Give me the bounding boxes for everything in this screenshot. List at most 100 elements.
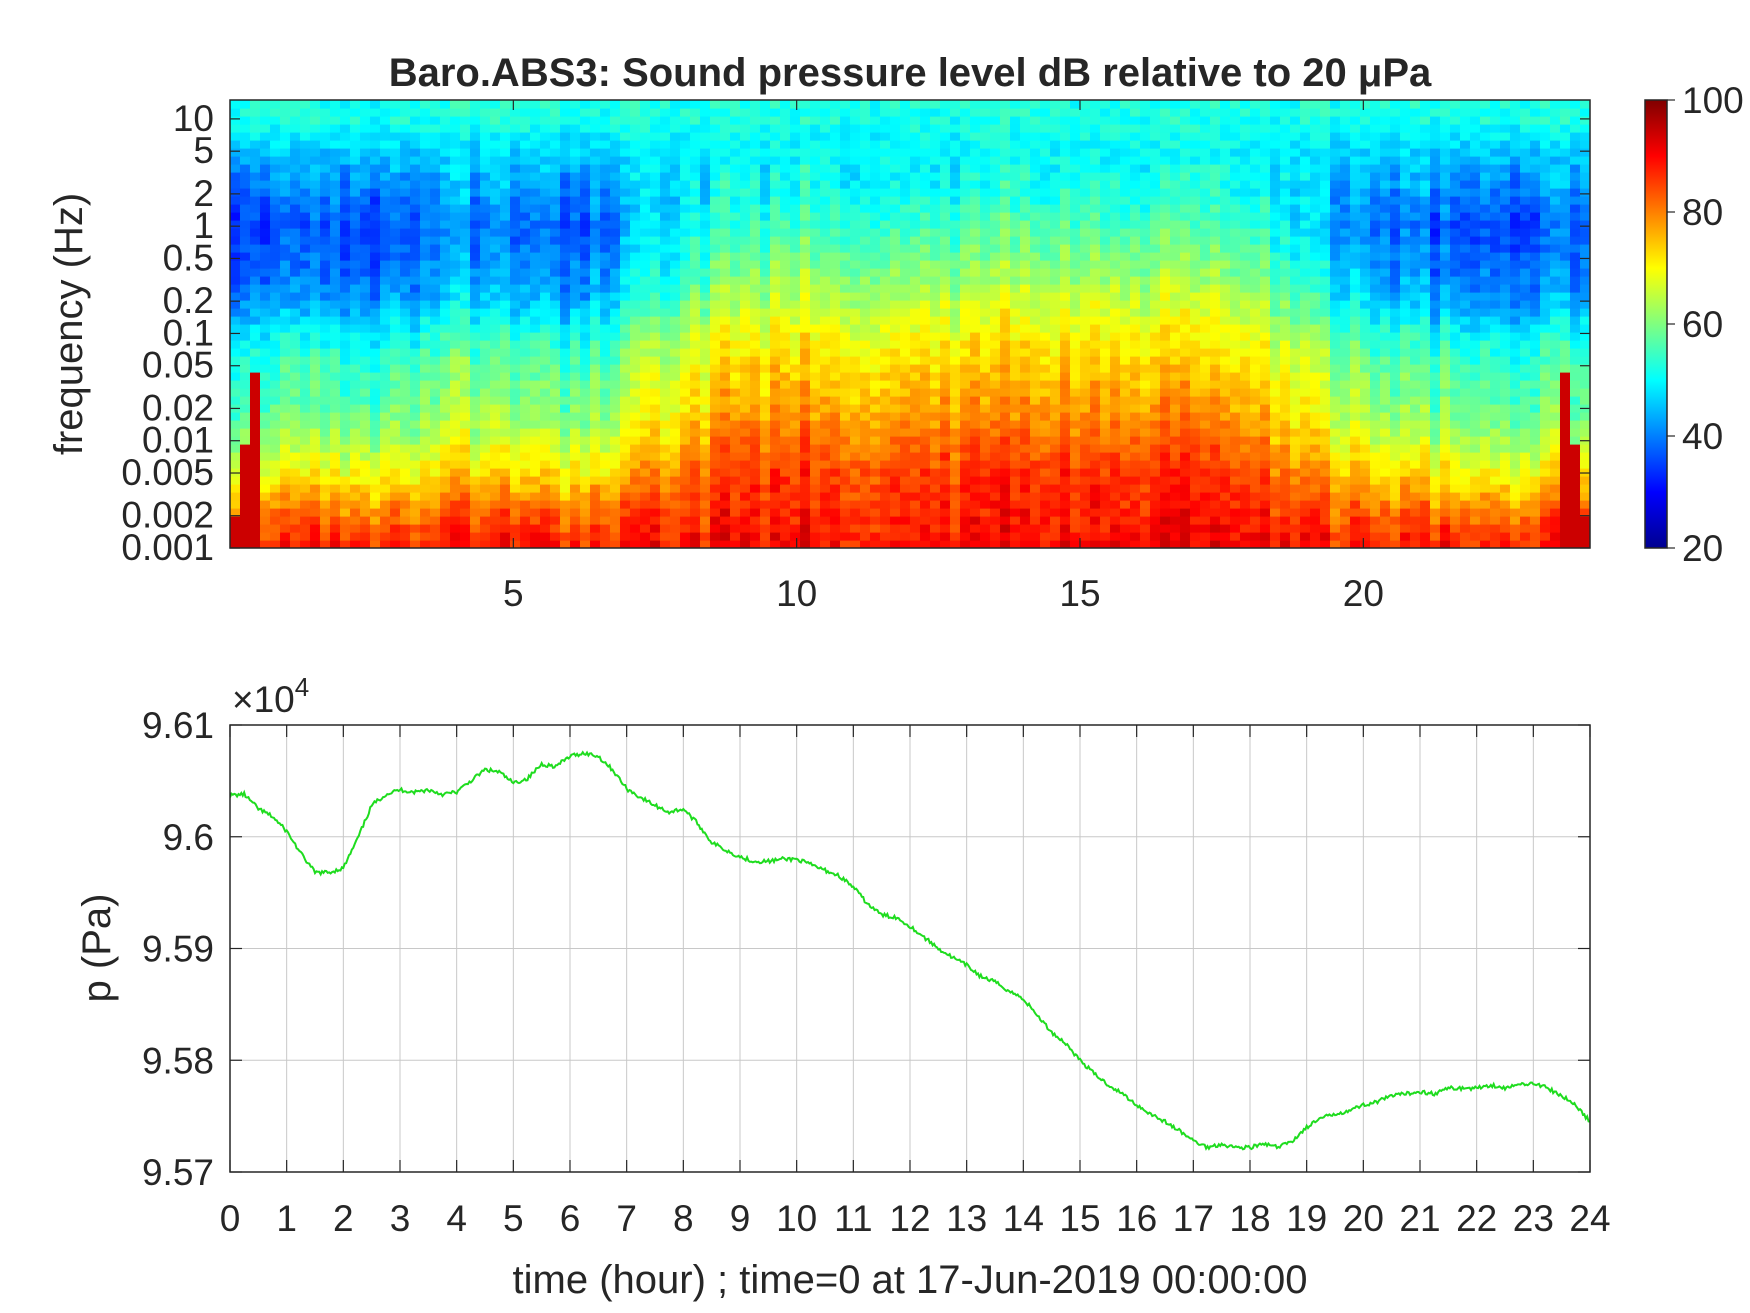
heatmap-cell [1020, 124, 1031, 133]
heatmap-cell [640, 476, 651, 485]
heatmap-cell [340, 300, 351, 309]
heatmap-cell [990, 148, 1001, 157]
heatmap-cell [360, 444, 371, 453]
heatmap-cell [1050, 492, 1061, 501]
heatmap-cell [570, 236, 581, 245]
heatmap-cell [840, 228, 851, 237]
heatmap-cell [360, 116, 371, 125]
heatmap-cell [790, 340, 801, 349]
heatmap-cell [480, 132, 491, 141]
heatmap-cell [660, 404, 671, 413]
heatmap-cell [730, 148, 741, 157]
heatmap-cell [590, 188, 601, 197]
heatmap-cell [840, 452, 851, 461]
heatmap-cell [920, 188, 931, 197]
heatmap-cell [720, 508, 731, 517]
heatmap-cell [230, 348, 241, 357]
heatmap-cell [560, 524, 571, 533]
heatmap-cell [620, 196, 631, 205]
heatmap-cell [990, 340, 1001, 349]
heatmap-cell [520, 212, 531, 221]
heatmap-cell [310, 348, 321, 357]
heatmap-cell [690, 116, 701, 125]
heatmap-cell [490, 372, 501, 381]
heatmap-cell [900, 220, 911, 229]
heatmap-cell [940, 412, 951, 421]
heatmap-cell [520, 316, 531, 325]
heatmap-cell [870, 300, 881, 309]
heatmap-cell [510, 164, 521, 173]
heatmap-cell [640, 108, 651, 117]
heatmap-cell [810, 124, 821, 133]
heatmap-cell [750, 164, 761, 173]
heatmap-cell [1040, 220, 1051, 229]
heatmap-cell [310, 452, 321, 461]
heatmap-cell [710, 396, 721, 405]
heatmap-cell [650, 204, 661, 213]
heatmap-cell [780, 516, 791, 525]
heatmap-cell [470, 324, 481, 333]
heatmap-cell [740, 260, 751, 269]
heatmap-cell [1040, 260, 1051, 269]
heatmap-cell [540, 108, 551, 117]
heatmap-cell [350, 236, 361, 245]
heatmap-cell [530, 468, 541, 477]
heatmap-cell [520, 108, 531, 117]
heatmap-cell [630, 316, 641, 325]
heatmap-cell [350, 404, 361, 413]
heatmap-cell [1100, 124, 1111, 133]
heatmap-cell [1030, 516, 1041, 525]
heatmap-cell [400, 484, 411, 493]
heatmap-cell [890, 388, 901, 397]
heatmap-cell [530, 260, 541, 269]
heatmap-cell [700, 372, 711, 381]
heatmap-cell [1060, 132, 1071, 141]
heatmap-cell [980, 172, 991, 181]
heatmap-cell [540, 172, 551, 181]
heatmap-cell [710, 188, 721, 197]
heatmap-cell [410, 236, 421, 245]
heatmap-cell [290, 180, 301, 189]
heatmap-cell [980, 108, 991, 117]
heatmap-cell [550, 404, 561, 413]
heatmap-cell [960, 132, 971, 141]
heatmap-cell [470, 260, 481, 269]
heatmap-cell [970, 260, 981, 269]
heatmap-cell [740, 412, 751, 421]
heatmap-cell [590, 348, 601, 357]
heatmap-cell [320, 148, 331, 157]
heatmap-cell [1040, 228, 1051, 237]
heatmap-cell [830, 436, 841, 445]
heatmap-cell [1040, 452, 1051, 461]
heatmap-cell [240, 508, 251, 517]
heatmap-cell [480, 108, 491, 117]
heatmap-cell [880, 492, 891, 501]
heatmap-cell [260, 100, 271, 109]
heatmap-cell [500, 404, 511, 413]
heatmap-cell [900, 300, 911, 309]
heatmap-cell [320, 236, 331, 245]
heatmap-cell [1000, 348, 1011, 357]
heatmap-cell [300, 124, 311, 133]
heatmap-cell [960, 452, 971, 461]
heatmap-cell [440, 100, 451, 109]
heatmap-cell [540, 244, 551, 253]
heatmap-cell [910, 500, 921, 509]
heatmap-cell [900, 244, 911, 253]
heatmap-cell [910, 364, 921, 373]
heatmap-cell [360, 140, 371, 149]
heatmap-cell [570, 180, 581, 189]
heatmap-cell [680, 460, 691, 469]
heatmap-cell [280, 268, 291, 277]
heatmap-cell [1020, 236, 1031, 245]
heatmap-cell [310, 172, 321, 181]
heatmap-cell [800, 484, 811, 493]
heatmap-cell [430, 404, 441, 413]
heatmap-cell [990, 124, 1001, 133]
heatmap-cell [680, 108, 691, 117]
heatmap-cell [480, 540, 491, 548]
heatmap-cell [1060, 236, 1071, 245]
heatmap-cell [930, 252, 941, 261]
heatmap-cell [260, 396, 271, 405]
heatmap-cell [890, 268, 901, 277]
